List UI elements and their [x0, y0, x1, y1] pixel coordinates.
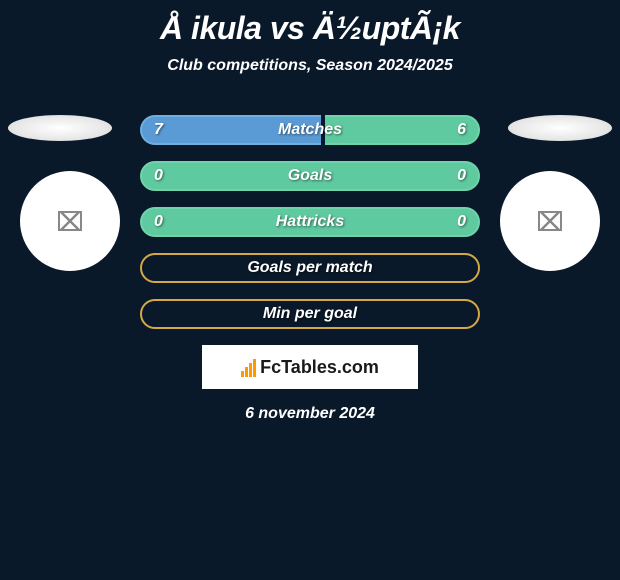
logo-box[interactable]: FcTables.com: [202, 345, 418, 389]
stat-value-left: 0: [154, 167, 163, 185]
stat-row: 7 Matches 6: [140, 115, 480, 145]
right-shadow-ellipse: [508, 115, 612, 141]
stat-label: Matches: [278, 121, 342, 139]
left-player-avatar: [20, 171, 120, 271]
logo-bar: [249, 363, 252, 377]
page-subtitle: Club competitions, Season 2024/2025: [0, 57, 620, 75]
stat-value-left: 7: [154, 121, 163, 139]
stat-label: Hattricks: [276, 213, 344, 231]
logo-text: FcTables.com: [260, 357, 379, 378]
stat-label: Goals per match: [247, 259, 372, 277]
stat-row: Min per goal: [140, 299, 480, 329]
stat-value-right: 0: [457, 213, 466, 231]
main-content: 7 Matches 6 0 Goals 0 0 Hattricks 0 Goals per mat…: [0, 115, 620, 423]
right-player-avatar: [500, 171, 600, 271]
stats-area: 7 Matches 6 0 Goals 0 0 Hattricks 0 Goals per mat…: [140, 115, 480, 329]
logo-content: FcTables.com: [241, 357, 379, 378]
logo-bar: [253, 359, 256, 377]
stat-row: 0 Hattricks 0: [140, 207, 480, 237]
stat-row: 0 Goals 0: [140, 161, 480, 191]
stat-label: Goals: [288, 167, 332, 185]
date-text: 6 november 2024: [0, 405, 620, 423]
logo-bar: [241, 371, 244, 377]
stat-label: Min per goal: [263, 305, 357, 323]
logo-bar: [245, 367, 248, 377]
stat-row: Goals per match: [140, 253, 480, 283]
page-title: Å ikula vs Ä½uptÃ¡k: [0, 0, 620, 47]
left-player-panel: [0, 115, 120, 271]
logo-bars-icon: [241, 357, 256, 377]
stat-value-right: 6: [457, 121, 466, 139]
stat-value-right: 0: [457, 167, 466, 185]
left-shadow-ellipse: [8, 115, 112, 141]
stat-value-left: 0: [154, 213, 163, 231]
placeholder-icon: [538, 211, 562, 231]
placeholder-icon: [58, 211, 82, 231]
right-player-panel: [500, 115, 620, 271]
